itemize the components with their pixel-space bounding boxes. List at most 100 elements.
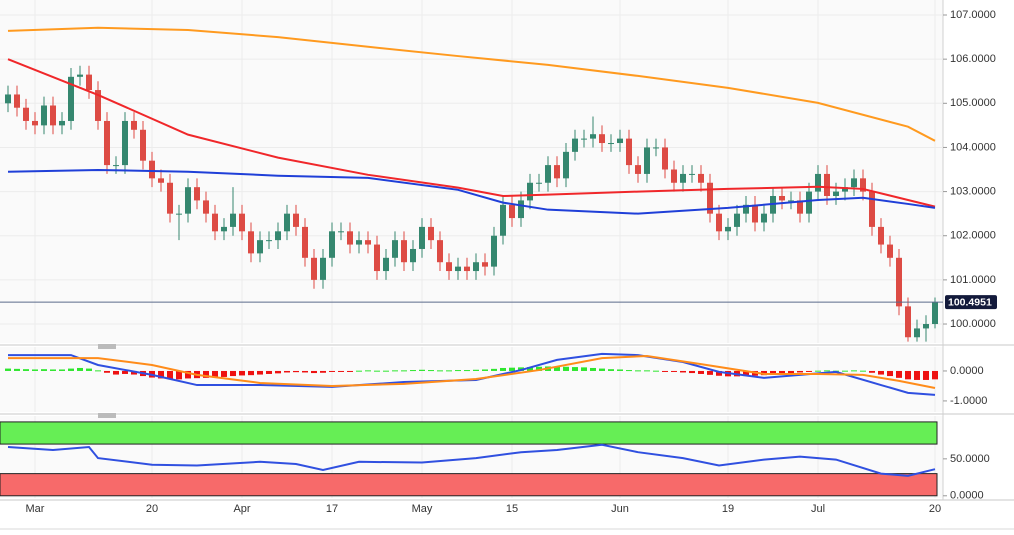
histogram-bar <box>635 370 641 372</box>
histogram-bar <box>563 366 569 371</box>
histogram-bar <box>905 370 911 380</box>
histogram-bar <box>104 370 110 373</box>
candle-body <box>824 173 830 196</box>
histogram-bar <box>392 370 398 372</box>
histogram-bar <box>797 370 803 373</box>
candle-body <box>149 160 155 179</box>
candle-body <box>617 138 623 144</box>
histogram-bar <box>473 369 479 371</box>
candle-body <box>176 213 182 215</box>
candle-body <box>905 306 911 338</box>
x-tick-label: 17 <box>326 503 338 515</box>
candle-body <box>185 187 191 214</box>
y-tick-label: 103.0000 <box>950 185 996 197</box>
resize-grip[interactable] <box>98 344 116 349</box>
histogram-bar <box>626 370 632 372</box>
x-tick-label: 19 <box>722 503 734 515</box>
histogram-bar <box>122 370 128 374</box>
x-tick-label: May <box>412 503 433 515</box>
histogram-bar <box>608 369 614 371</box>
candle-body <box>797 200 803 214</box>
y-tick-label: 104.0000 <box>950 141 996 153</box>
candle-body <box>806 191 812 214</box>
candle-body <box>347 231 353 245</box>
histogram-bar <box>815 370 821 372</box>
candle-body <box>464 266 470 272</box>
histogram-bar <box>248 370 254 376</box>
candle-body <box>329 231 335 258</box>
candle-body <box>14 94 20 108</box>
resize-grip[interactable] <box>98 413 116 418</box>
candle-body <box>68 76 74 121</box>
histogram-bar <box>671 370 677 372</box>
histogram-bar <box>698 370 704 374</box>
candle-body <box>248 231 254 254</box>
histogram-bar <box>491 368 497 371</box>
candle-body <box>923 324 929 329</box>
candle-body <box>545 165 551 183</box>
x-tick-label: Jul <box>811 503 825 515</box>
histogram-bar <box>158 370 164 379</box>
candle-body <box>230 213 236 227</box>
histogram-bar <box>680 370 686 373</box>
histogram-bar <box>428 370 434 372</box>
histogram-bar <box>383 370 389 372</box>
candle-body <box>788 200 794 202</box>
histogram-bar <box>437 370 443 372</box>
histogram-bar <box>203 370 209 378</box>
x-tick-label: Jun <box>611 503 629 515</box>
y-tick-label: 101.0000 <box>950 274 996 286</box>
candle-body <box>725 226 731 232</box>
candle-body <box>365 240 371 245</box>
candle-body <box>680 173 686 183</box>
histogram-bar <box>410 370 416 372</box>
candle-body <box>437 240 443 263</box>
histogram-bar <box>581 367 587 371</box>
candle-body <box>293 213 299 227</box>
histogram-bar <box>662 370 668 372</box>
candle-body <box>581 138 587 140</box>
histogram-bar <box>455 370 461 372</box>
histogram-bar <box>230 370 236 377</box>
histogram-bar <box>590 367 596 371</box>
histogram-bar <box>878 370 884 375</box>
histogram-bar <box>779 370 785 374</box>
x-tick-label: Apr <box>233 503 250 515</box>
candle-body <box>104 120 110 166</box>
candle-body <box>779 196 785 201</box>
y-tick-label: 105.0000 <box>950 97 996 109</box>
histogram-bar <box>824 370 830 372</box>
histogram-bar <box>707 370 713 375</box>
y-tick-label: 50.0000 <box>950 453 990 465</box>
histogram-bar <box>86 368 92 371</box>
histogram-bar <box>77 367 83 371</box>
histogram-bar <box>32 369 38 371</box>
histogram-bar <box>482 369 488 371</box>
candle-body <box>536 182 542 184</box>
histogram-bar <box>599 368 605 371</box>
histogram-bar <box>320 370 326 373</box>
candle-body <box>932 302 938 325</box>
histogram-bar <box>68 368 74 371</box>
candle-body <box>860 178 866 192</box>
indicator-line <box>8 352 936 396</box>
histogram-bar <box>446 370 452 372</box>
candle-body <box>392 240 398 258</box>
histogram-bar <box>509 367 515 371</box>
histogram-bar <box>167 370 173 380</box>
candle-body <box>887 244 893 258</box>
candle-body <box>509 204 515 219</box>
histogram-bar <box>527 367 533 371</box>
candle-body <box>302 226 308 258</box>
histogram-bar <box>221 370 227 377</box>
candle-body <box>482 262 488 267</box>
y-tick-label: 0.0000 <box>950 365 984 377</box>
indicator-line <box>7 443 936 477</box>
histogram-bar <box>365 370 371 372</box>
histogram-bar <box>743 370 749 377</box>
candle-body <box>122 120 128 166</box>
candle-body <box>842 187 848 192</box>
histogram-bar <box>572 367 578 371</box>
x-tick-label: 15 <box>506 503 518 515</box>
